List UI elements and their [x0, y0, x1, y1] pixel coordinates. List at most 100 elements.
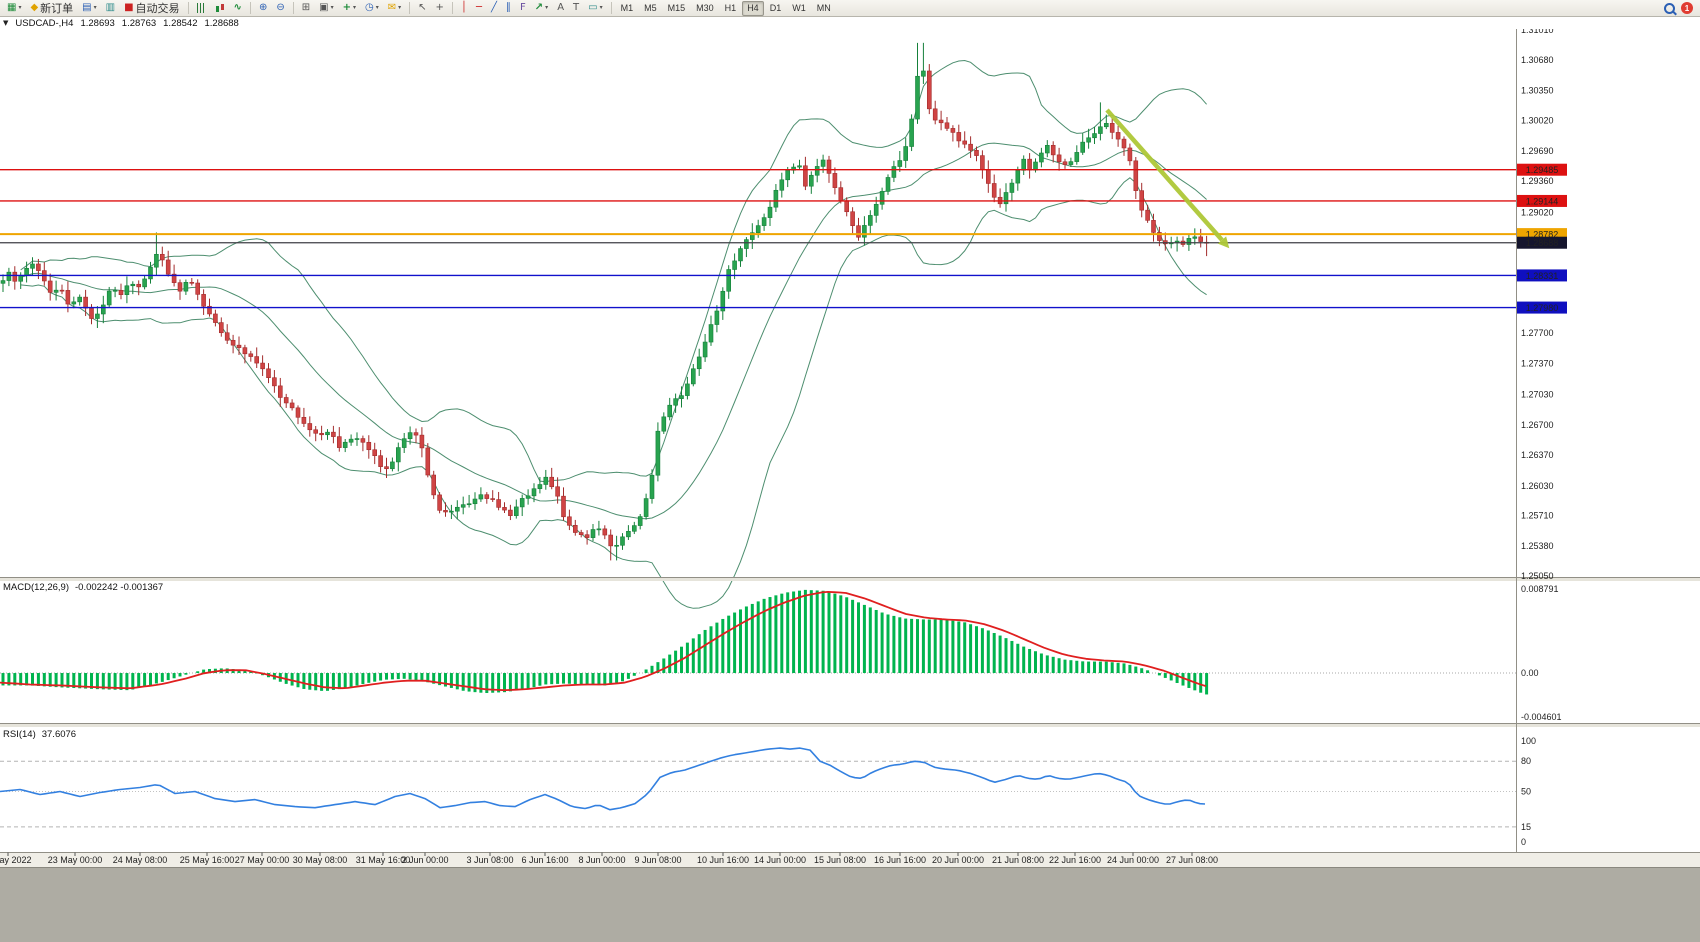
trendline-tool-button[interactable]: ╱ — [487, 0, 501, 17]
notification-badge[interactable]: 1 — [1681, 2, 1693, 14]
zoom-out-button[interactable]: ⊖ — [272, 0, 288, 17]
price-level-badge — [1517, 236, 1567, 249]
period-button[interactable]: ◷ ▾ — [361, 0, 383, 17]
svg-text:1.26700: 1.26700 — [1521, 420, 1554, 430]
timeframe-mn-button[interactable]: MN — [816, 2, 831, 13]
search-icon[interactable] — [1664, 2, 1675, 14]
svg-text:1.28782: 1.28782 — [1526, 230, 1559, 240]
arrows-tool-icon: ↗ — [534, 2, 544, 13]
collapse-icon[interactable]: ▼ — [3, 19, 9, 27]
svg-text:15: 15 — [1521, 822, 1531, 832]
cursor-tool-button[interactable]: ↖ — [414, 0, 430, 17]
vertical-line-icon: │ — [460, 2, 467, 13]
svg-text:1.27370: 1.27370 — [1521, 358, 1554, 368]
time-axis[interactable]: 9 May 2022 23 May 00:00 24 May 08:00 25 May… — [0, 852, 1218, 866]
svg-text:80: 80 — [1521, 756, 1531, 766]
text-tool-button[interactable]: A — [553, 0, 568, 17]
channel-tool-button[interactable]: ∥ — [502, 0, 515, 17]
cursor-icon: ↖ — [418, 2, 427, 13]
line-chart-button[interactable]: ∿ — [230, 0, 246, 17]
svg-text:8 Jun 00:00: 8 Jun 00:00 — [578, 855, 625, 865]
zoom-in-icon: ⊕ — [258, 2, 268, 13]
vertical-line-tool-button[interactable]: │ — [457, 0, 471, 17]
svg-text:100: 100 — [1521, 736, 1536, 746]
toolbar-separator — [451, 2, 453, 14]
svg-text:1.27030: 1.27030 — [1521, 390, 1554, 400]
svg-text:1.25710: 1.25710 — [1521, 511, 1554, 521]
crosshair-icon: + — [435, 2, 444, 13]
chevron-down-icon: ▾ — [93, 4, 97, 11]
timeframe-m30-button[interactable]: M30 — [696, 2, 714, 13]
price-level-badge — [1517, 301, 1567, 314]
rsi-value: 37.6076 — [41, 729, 77, 740]
macd-indicator-label: MACD(12,26,9) -0.002242 -0.001367 — [3, 582, 163, 593]
macd-axis[interactable]: 0.008791 0.00 -0.004601 — [1521, 584, 1562, 722]
timeframe-m1-button[interactable]: M1 — [620, 2, 634, 13]
svg-text:1.28331: 1.28331 — [1526, 271, 1559, 281]
new-chart-button[interactable]: ▦ ▾ — [3, 0, 25, 17]
shapes-tool-button[interactable]: ▭ ▾ — [584, 0, 606, 17]
svg-text:1.29144: 1.29144 — [1526, 196, 1559, 206]
chevron-down-icon: ▾ — [352, 4, 356, 11]
shapes-icon: ▭ — [588, 2, 598, 13]
add-indicator-button[interactable]: + ▾ — [339, 0, 360, 17]
macd-values: -0.002242 -0.001367 — [75, 582, 164, 593]
tile-windows-button[interactable]: ⊞ — [298, 0, 314, 17]
candlestick-chart-icon — [215, 3, 225, 14]
svg-text:3 Jun 08:00: 3 Jun 08:00 — [466, 855, 513, 865]
high-value: 1.28763 — [121, 17, 157, 29]
price-level-badge — [1517, 269, 1567, 282]
autotrading-label: 自动交易 — [135, 3, 180, 15]
price-axis[interactable]: 1.31010 1.30680 1.30350 1.30020 1.29690 1.293… — [1517, 29, 1567, 581]
symbol-period-label: USDCAD-,H4 — [15, 17, 74, 29]
candlestick-chart-button[interactable] — [211, 0, 229, 17]
bar-chart-button[interactable] — [193, 0, 210, 17]
timeframe-m15-button[interactable]: M15 — [667, 2, 686, 13]
timeframe-d1-button[interactable]: D1 — [769, 2, 782, 13]
svg-text:-0.004601: -0.004601 — [1521, 712, 1562, 722]
toolbar-separator — [610, 2, 612, 14]
svg-text:6 Jun 16:00: 6 Jun 16:00 — [521, 855, 568, 865]
mail-button[interactable]: ✉ ▾ — [384, 0, 405, 17]
text-tool-icon: A — [557, 2, 565, 13]
horizontal-line-icon: ─ — [475, 2, 482, 13]
crosshair-tool-button[interactable]: + — [432, 0, 448, 17]
arrows-tool-button[interactable]: ↗ ▾ — [531, 0, 552, 17]
zoom-in-button[interactable]: ⊕ — [255, 0, 271, 17]
svg-text:10 Jun 16:00: 10 Jun 16:00 — [697, 855, 749, 865]
timeframe-h1-button[interactable]: H1 — [724, 2, 737, 13]
trend-arrow-annotation[interactable] — [1105, 108, 1230, 249]
macd-name: MACD(12,26,9) — [3, 582, 69, 593]
svg-text:16 Jun 16:00: 16 Jun 16:00 — [874, 855, 926, 865]
svg-text:23 May 00:00: 23 May 00:00 — [48, 855, 103, 865]
autotrading-button[interactable]: ■ 自动交易 — [120, 0, 183, 17]
fibonacci-tool-button[interactable]: F — [516, 0, 530, 17]
autotrading-icon: ■ — [124, 2, 134, 13]
svg-text:31 May 16:00: 31 May 16:00 — [356, 855, 411, 865]
rsi-axis[interactable]: 100 80 50 15 0 — [1521, 736, 1536, 847]
svg-text:1.30020: 1.30020 — [1521, 116, 1554, 126]
price-level-badge — [1517, 163, 1567, 176]
label-tool-button[interactable]: T — [569, 0, 583, 17]
timeframe-w1-button[interactable]: W1 — [792, 2, 806, 13]
svg-text:0.008791: 0.008791 — [1521, 584, 1559, 594]
svg-text:1.30350: 1.30350 — [1521, 85, 1554, 95]
chart-canvas[interactable]: 1.31010 1.30680 1.30350 1.30020 1.29690 1.293… — [0, 29, 1700, 868]
navigator-button[interactable]: ▥ — [102, 0, 119, 17]
svg-text:1.29690: 1.29690 — [1521, 146, 1554, 156]
timeframe-m5-button[interactable]: M5 — [644, 2, 657, 13]
panel-splitters[interactable] — [0, 577, 1700, 868]
fibonacci-icon: F — [520, 2, 526, 13]
close-value: 1.28688 — [204, 17, 239, 29]
timeframe-h4-button[interactable]: H4 — [742, 0, 764, 16]
svg-text:14 Jun 00:00: 14 Jun 00:00 — [754, 855, 806, 865]
new-order-button[interactable]: ◆ 新订单 — [26, 0, 77, 17]
horizontal-line-tool-button[interactable]: ─ — [472, 0, 486, 17]
chart-ohlc-header: ▼ USDCAD-,H4 1.28693 1.28763 1.28542 1.2… — [0, 17, 1700, 29]
clock-icon: ◷ — [364, 2, 374, 13]
profiles-button[interactable]: ▤ ▾ — [78, 0, 100, 17]
svg-text:9 May 2022: 9 May 2022 — [0, 855, 32, 865]
cascade-windows-button[interactable]: ▣ ▾ — [315, 0, 337, 17]
label-tool-icon: T — [573, 2, 580, 13]
svg-text:15 Jun 08:00: 15 Jun 08:00 — [814, 855, 866, 865]
